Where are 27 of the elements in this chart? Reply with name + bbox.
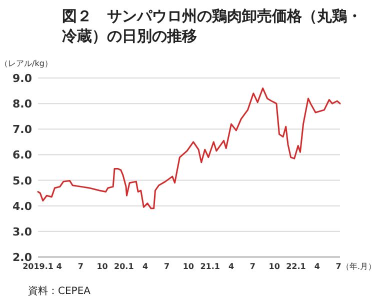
x-tick-label: 2019.1 — [22, 262, 54, 271]
x-tick-label: 7 — [336, 262, 342, 271]
x-tick-label: 4 — [56, 262, 62, 271]
y-tick-label: 3.0 — [12, 225, 32, 238]
x-tick-label: 22.1 — [286, 262, 306, 271]
x-tick-label: 21.1 — [200, 262, 220, 271]
x-tick-label: 10 — [268, 262, 280, 271]
x-tick-label: 10 — [182, 262, 194, 271]
y-axis-title: （レアル/kg） — [0, 59, 52, 68]
x-tick-label: 4 — [228, 262, 234, 271]
x-tick-label: 7 — [250, 262, 256, 271]
y-tick-label: 7.0 — [12, 123, 32, 136]
x-tick-label: 4 — [314, 262, 320, 271]
y-tick-label: 5.0 — [12, 174, 32, 188]
y-tick-label: 8.0 — [12, 98, 32, 111]
x-tick-label: 20.1 — [114, 262, 134, 271]
x-tick-label: 7 — [164, 262, 170, 271]
title: 図２ サンパウロ州の鶏肉卸売価格（丸鶏・冷蔵）の日別の推移 — [62, 6, 362, 46]
y-tick-label: 6.0 — [12, 148, 32, 162]
y-tick-label: 9.0 — [12, 72, 32, 85]
y-tick-label: 2.0 — [12, 251, 32, 264]
annotation: 資料：CEPEA — [28, 284, 90, 298]
x-axis-title: （年.月） — [341, 262, 376, 271]
y-tick-label: 4.0 — [12, 200, 32, 213]
x-tick-label: 4 — [142, 262, 149, 271]
x-tick-label: 10 — [96, 262, 108, 271]
x-tick-label: 7 — [78, 262, 84, 271]
